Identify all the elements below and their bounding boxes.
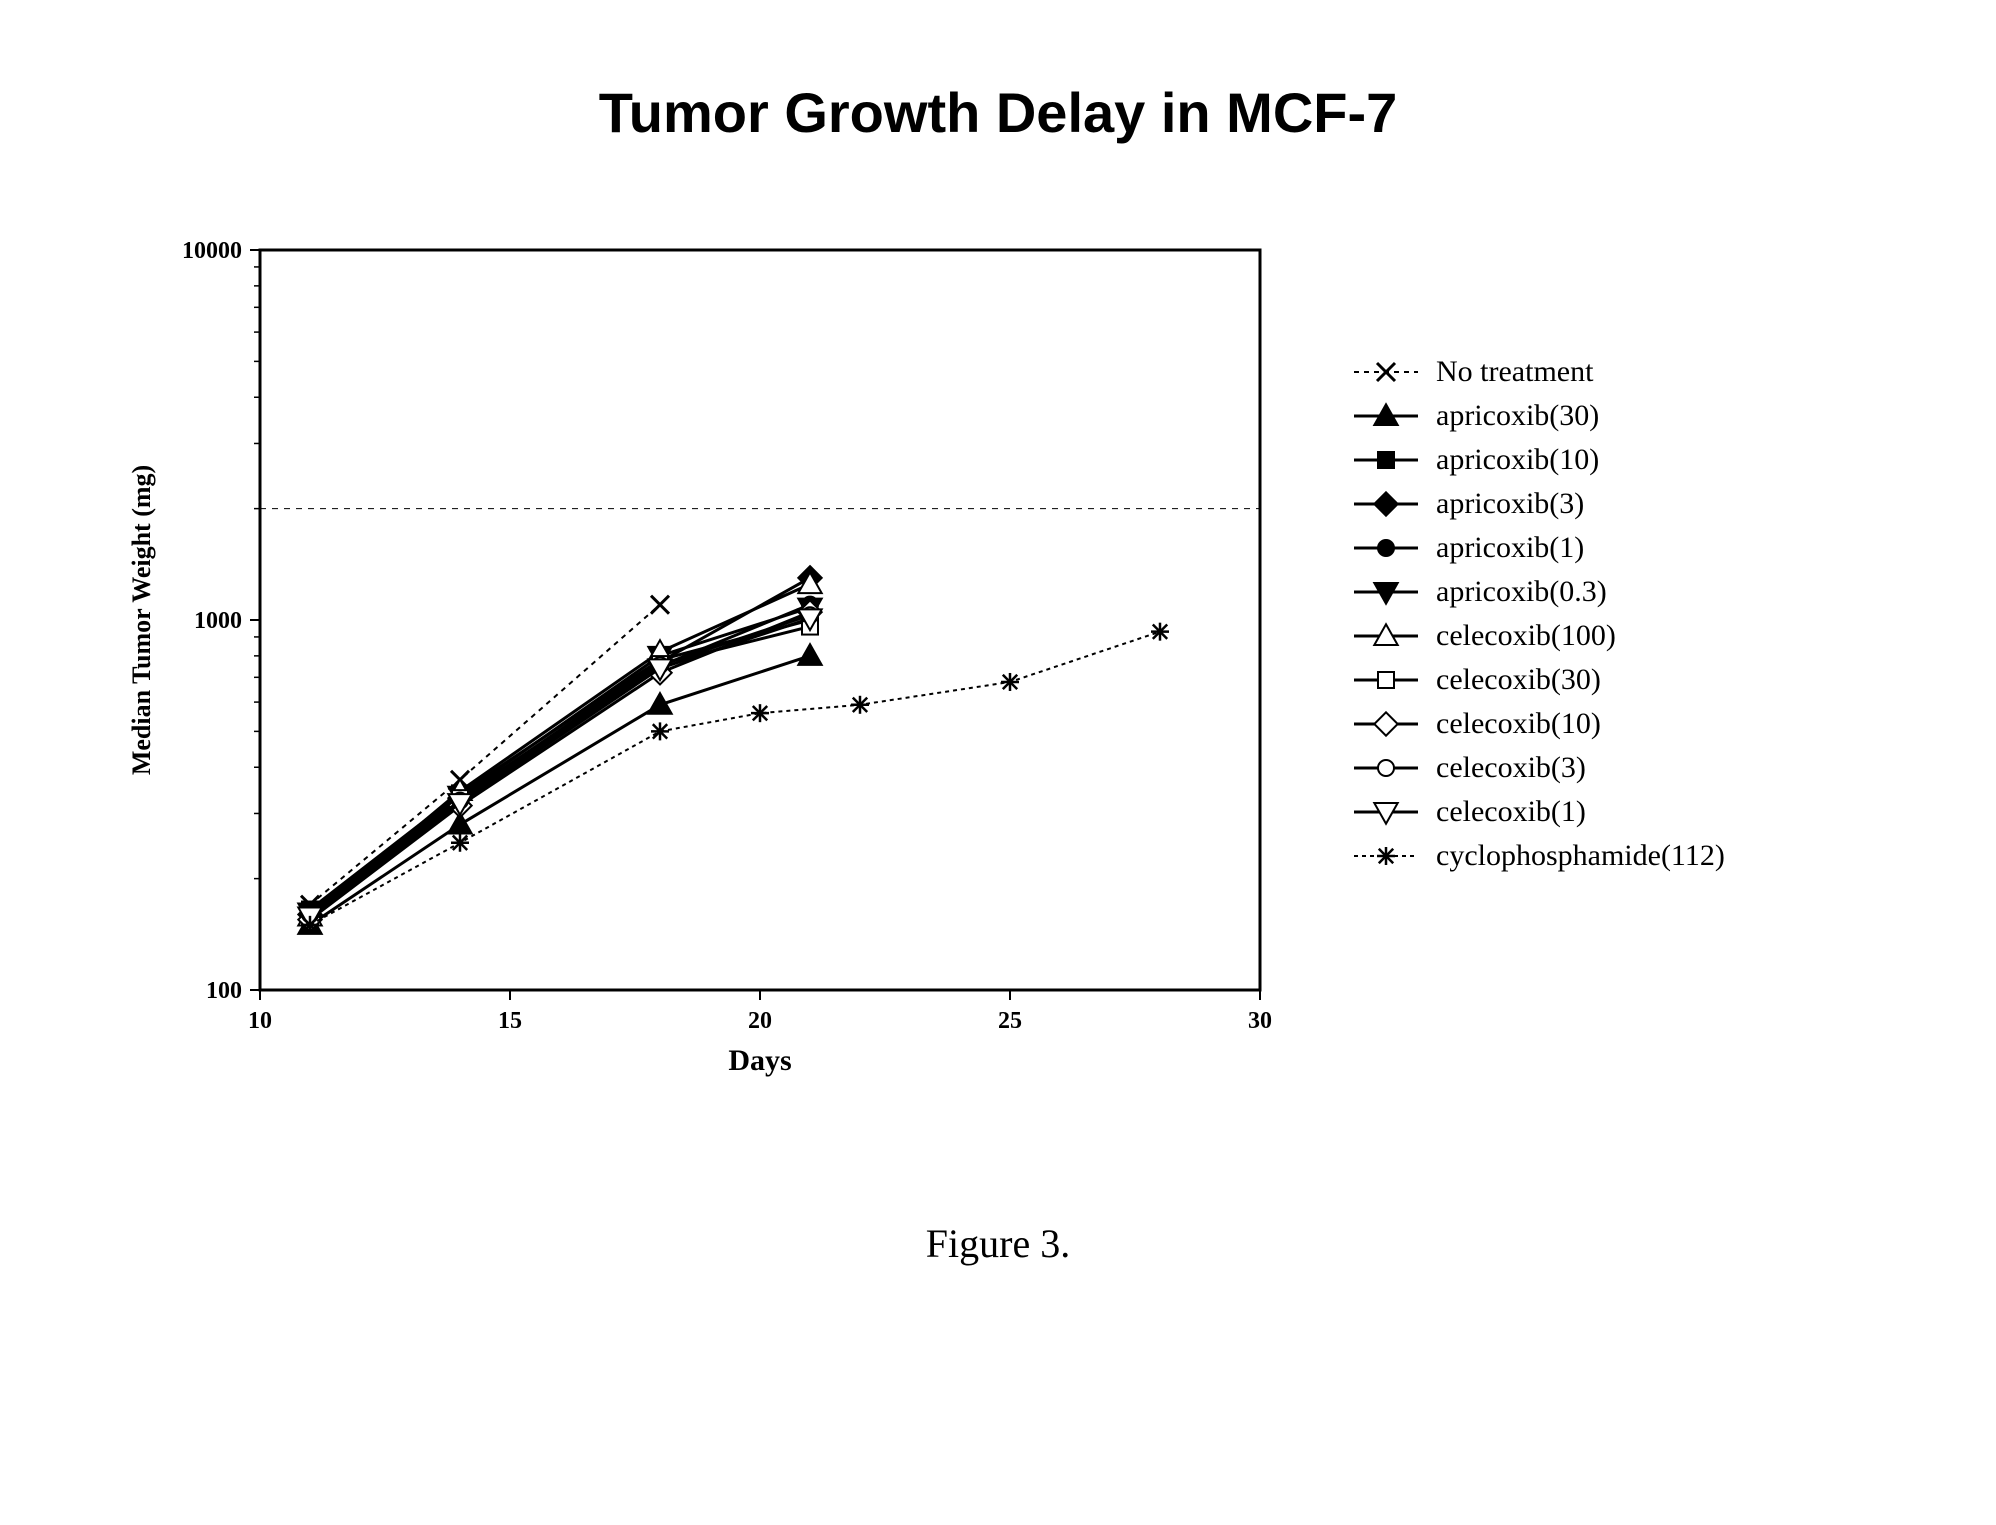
legend-item: celecoxib(30) (1350, 658, 1725, 702)
legend-item: apricoxib(3) (1350, 482, 1725, 526)
page: Tumor Growth Delay in MCF-7 101520253010… (0, 0, 1996, 1525)
legend-item: celecoxib(1) (1350, 790, 1725, 834)
legend-item: apricoxib(0.3) (1350, 570, 1725, 614)
legend-label: celecoxib(1) (1436, 795, 1586, 829)
svg-text:20: 20 (748, 1008, 772, 1034)
legend-label: celecoxib(10) (1436, 707, 1601, 741)
legend-label: apricoxib(3) (1436, 487, 1584, 521)
svg-text:Days: Days (728, 1044, 791, 1077)
legend-swatch (1350, 402, 1422, 430)
legend-swatch (1350, 710, 1422, 738)
legend-label: celecoxib(30) (1436, 663, 1601, 697)
legend-label: celecoxib(100) (1436, 619, 1616, 653)
legend-label: apricoxib(10) (1436, 443, 1599, 477)
legend-swatch (1350, 754, 1422, 782)
svg-text:25: 25 (998, 1008, 1022, 1034)
svg-text:100: 100 (206, 978, 242, 1004)
legend-item: celecoxib(3) (1350, 746, 1725, 790)
svg-text:1000: 1000 (194, 608, 242, 634)
legend-item: apricoxib(1) (1350, 526, 1725, 570)
legend-item: apricoxib(10) (1350, 438, 1725, 482)
svg-text:10: 10 (248, 1008, 272, 1034)
legend: No treatment apricoxib(30) apricoxib(10) ap… (1350, 350, 1725, 878)
svg-text:10000: 10000 (182, 238, 242, 264)
legend-label: No treatment (1436, 355, 1593, 389)
legend-swatch (1350, 666, 1422, 694)
legend-label: cyclophosphamide(112) (1436, 839, 1725, 873)
legend-swatch (1350, 534, 1422, 562)
legend-swatch (1350, 578, 1422, 606)
legend-label: celecoxib(3) (1436, 751, 1586, 785)
chart-title: Tumor Growth Delay in MCF-7 (0, 80, 1996, 145)
legend-item: apricoxib(30) (1350, 394, 1725, 438)
legend-swatch (1350, 490, 1422, 518)
svg-text:15: 15 (498, 1008, 522, 1034)
svg-text:30: 30 (1248, 1008, 1272, 1034)
legend-swatch (1350, 842, 1422, 870)
svg-text:Median Tumor Weight (mg): Median Tumor Weight (mg) (127, 465, 156, 775)
legend-item: celecoxib(10) (1350, 702, 1725, 746)
legend-label: apricoxib(0.3) (1436, 575, 1607, 609)
legend-swatch (1350, 798, 1422, 826)
legend-item: celecoxib(100) (1350, 614, 1725, 658)
legend-swatch (1350, 446, 1422, 474)
legend-item: No treatment (1350, 350, 1725, 394)
legend-swatch (1350, 358, 1422, 386)
legend-swatch (1350, 622, 1422, 650)
chart-area: 10 15 20 25 30 100 1000 10000 Days Median Tumor W… (120, 230, 1880, 1130)
legend-item: cyclophosphamide(112) (1350, 834, 1725, 878)
figure-caption: Figure 3. (0, 1220, 1996, 1267)
legend-label: apricoxib(1) (1436, 531, 1584, 565)
legend-label: apricoxib(30) (1436, 399, 1599, 433)
